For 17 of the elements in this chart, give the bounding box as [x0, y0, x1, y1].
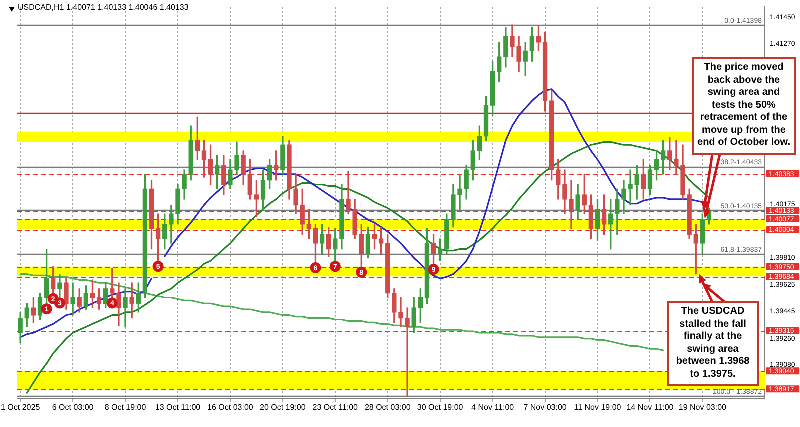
x-tick-label: 19 Nov 03:00	[678, 403, 728, 412]
x-tick-label: 11 Nov 19:00	[574, 403, 622, 412]
x-tick-label: 4 Nov 11:00	[472, 403, 515, 412]
x-tick-label: 14 Nov 11:00	[626, 403, 674, 412]
x-tick-label: 13 Oct 11:00	[155, 403, 202, 412]
chart-title: USDCAD,H1 1.40071 1.40133 1.40046 1.40133	[18, 3, 189, 12]
x-tick-label: 16 Oct 03:00	[208, 403, 254, 412]
x-tick-label: 8 Oct 19:00	[104, 403, 147, 412]
x-tick-label: 7 Nov 03:00	[524, 403, 568, 412]
x-tick-label: 1 Oct 2025	[1, 403, 41, 412]
x-tick-label: 23 Oct 11:00	[312, 403, 359, 412]
x-tick-label: 30 Oct 19:00	[417, 403, 464, 412]
x-tick-label: 28 Oct 03:00	[364, 403, 412, 412]
x-tick-label: 6 Oct 03:00	[52, 403, 94, 412]
annotation: The USDCAD stalled the fall finally at the swing area between 1.3968 to 1.3975.	[667, 301, 759, 386]
x-tick-label: 20 Oct 19:00	[260, 403, 306, 412]
annotation: The price moved back above the swing area and tests the 50% retracement of the move up from the end of October low.	[692, 57, 796, 154]
